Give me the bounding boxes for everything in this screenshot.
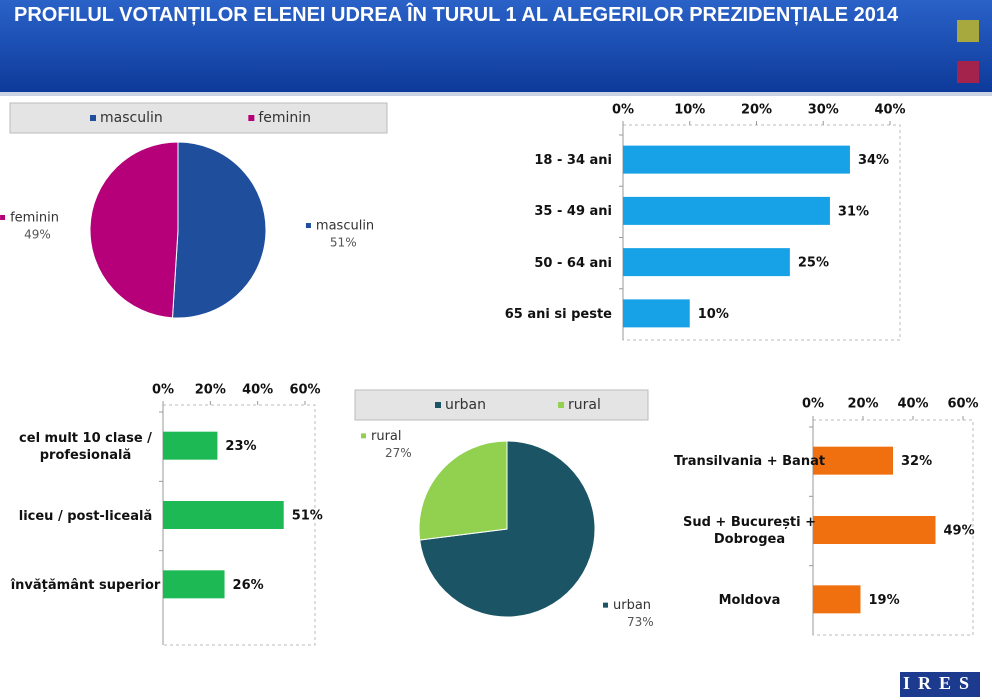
x-tick-label: 40% bbox=[242, 383, 273, 398]
bar bbox=[623, 299, 690, 328]
header-band bbox=[0, 0, 992, 92]
slice-swatch bbox=[305, 223, 311, 229]
value-label: 26% bbox=[233, 578, 264, 593]
bar bbox=[813, 585, 861, 614]
slice-swatch bbox=[603, 602, 609, 608]
category-label: 50 - 64 ani bbox=[534, 255, 612, 271]
value-label: 34% bbox=[858, 153, 889, 168]
bar bbox=[813, 516, 936, 544]
legend-box bbox=[9, 102, 388, 134]
value-label: 32% bbox=[901, 454, 932, 469]
category-label: 35 - 49 ani bbox=[534, 204, 612, 220]
legend-label: urban bbox=[445, 397, 486, 413]
x-tick-label: 10% bbox=[674, 103, 705, 118]
legend-box bbox=[354, 389, 649, 421]
value-label: 25% bbox=[798, 256, 829, 271]
value-label: 31% bbox=[838, 204, 869, 219]
slice-name: rural bbox=[371, 429, 402, 444]
value-label: 19% bbox=[869, 593, 900, 608]
logo: IRES bbox=[903, 673, 977, 693]
x-tick-label: 30% bbox=[808, 103, 839, 118]
legend-label: feminin bbox=[258, 110, 311, 126]
slice-name: feminin bbox=[10, 210, 59, 225]
slice-swatch bbox=[360, 433, 366, 439]
legend-label: masculin bbox=[100, 110, 163, 126]
x-tick-label: 60% bbox=[947, 397, 978, 412]
bar bbox=[163, 431, 218, 460]
x-tick-label: 60% bbox=[289, 383, 320, 398]
category-label: cel mult 10 clase / profesională bbox=[19, 430, 152, 463]
legend-swatch bbox=[90, 115, 96, 121]
bar bbox=[813, 446, 893, 475]
pie-slice bbox=[418, 440, 508, 541]
category-label: Moldova bbox=[718, 592, 781, 608]
value-label: 51% bbox=[292, 509, 323, 524]
category-label: liceu / post-liceală bbox=[18, 508, 153, 524]
square-olive bbox=[957, 20, 979, 42]
slice-swatch bbox=[0, 214, 6, 220]
bar bbox=[163, 570, 225, 599]
x-tick-label: 0% bbox=[152, 383, 174, 398]
x-tick-label: 20% bbox=[847, 397, 878, 412]
slice-value: 27% bbox=[385, 446, 412, 460]
x-tick-label: 40% bbox=[897, 397, 928, 412]
category-label: Transilvania + Banat bbox=[673, 454, 826, 470]
value-label: 49% bbox=[944, 524, 975, 539]
square-maroon bbox=[957, 61, 979, 83]
bar bbox=[163, 501, 284, 529]
bar bbox=[623, 248, 790, 277]
legend-swatch bbox=[248, 115, 255, 121]
x-tick-label: 20% bbox=[195, 383, 226, 398]
x-tick-label: 40% bbox=[874, 103, 905, 118]
bar bbox=[623, 196, 830, 225]
slice-name: masculin bbox=[316, 219, 374, 234]
x-tick-label: 20% bbox=[741, 103, 772, 118]
slice-value: 49% bbox=[24, 227, 51, 241]
value-label: 10% bbox=[698, 307, 729, 322]
value-label: 23% bbox=[225, 439, 256, 454]
plot-frame bbox=[162, 404, 316, 646]
x-tick-label: 0% bbox=[612, 103, 634, 118]
category-label: Sud + București + Dobrogea bbox=[682, 515, 817, 547]
slice-value: 51% bbox=[330, 236, 357, 250]
legend-swatch bbox=[558, 402, 565, 408]
slice-value: 73% bbox=[627, 615, 654, 629]
legend-swatch bbox=[435, 402, 441, 408]
header-shadow bbox=[0, 92, 992, 96]
category-label: 65 ani si peste bbox=[504, 306, 612, 322]
legend-label: rural bbox=[568, 397, 601, 413]
category-label: învățământ superior bbox=[10, 577, 161, 593]
pie-slice bbox=[89, 141, 179, 319]
pie-slice bbox=[171, 141, 267, 319]
slice-name: urban bbox=[613, 598, 651, 613]
page-title: PROFILUL VOTANȚILOR ELENEI UDREA ÎN TURU… bbox=[14, 4, 899, 26]
x-tick-label: 0% bbox=[802, 397, 824, 412]
bar bbox=[623, 145, 850, 174]
category-label: 18 - 34 ani bbox=[534, 153, 612, 169]
logo-box bbox=[900, 672, 980, 697]
